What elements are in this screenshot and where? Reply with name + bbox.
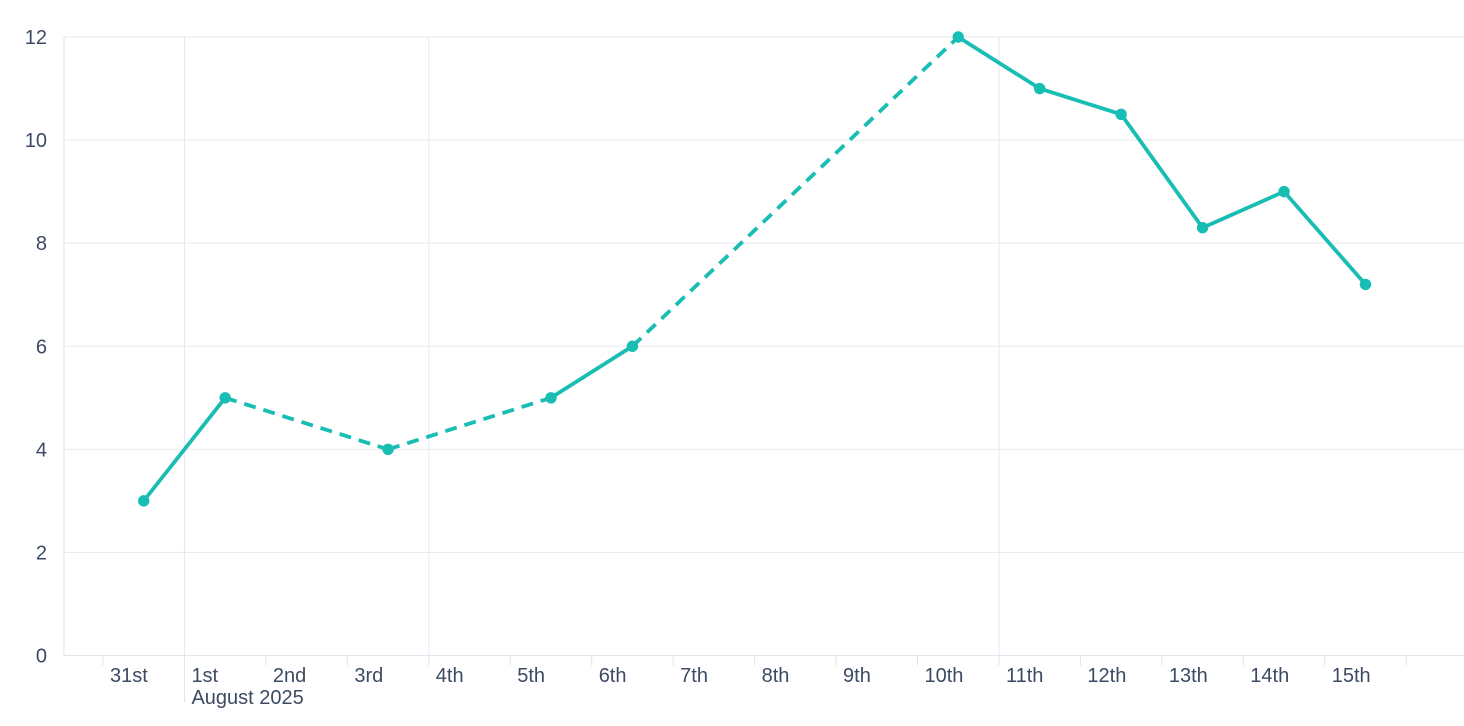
series-segment-dashed-6th-10th: [631, 35, 960, 348]
series-segment-solid-11th-12th: [1039, 86, 1122, 117]
series-segment-dashed-3rd-5th: [387, 395, 552, 452]
series-segment-solid-14th-15th: [1282, 190, 1367, 286]
x-tick-label-11th: 11th: [1006, 665, 1043, 687]
y-tick-label-4: 4: [36, 439, 47, 461]
data-point-marker-31st[interactable]: [138, 495, 150, 507]
y-tick-label-2: 2: [36, 542, 47, 564]
x-tick-label-2nd: 2nd: [273, 665, 306, 687]
series-segment-solid-12th-13th: [1119, 113, 1205, 229]
x-tick-label-13th: 13th: [1169, 665, 1208, 687]
x-tick-label-6th: 6th: [599, 665, 627, 687]
data-point-marker-3rd[interactable]: [382, 443, 394, 456]
data-point-marker-5th[interactable]: [545, 392, 557, 404]
x-tick-label-1st: 1st: [191, 665, 218, 687]
x-tick-label-7th: 7th: [680, 665, 708, 687]
data-point-marker-11th[interactable]: [1033, 82, 1046, 95]
x-tick-label-12th: 12th: [1087, 665, 1126, 687]
x-axis-month-label: August 2025: [191, 687, 303, 709]
data-point-marker-6th[interactable]: [626, 340, 639, 352]
series-segment-dashed-1st-3rd: [224, 395, 389, 452]
x-tick-label-15th: 15th: [1332, 665, 1371, 687]
series-segment-solid-31st-1st: [142, 396, 227, 503]
x-tick-label-3rd: 3rd: [354, 665, 383, 687]
y-tick-label-10: 10: [25, 130, 47, 152]
y-tick-label-6: 6: [36, 336, 47, 358]
data-point-marker-10th[interactable]: [952, 31, 964, 43]
x-tick-label-4th: 4th: [436, 665, 464, 687]
y-tick-label-12: 12: [25, 27, 47, 49]
x-tick-label-10th: 10th: [925, 665, 964, 687]
x-tick-label-5th: 5th: [517, 665, 545, 687]
data-point-marker-12th[interactable]: [1115, 108, 1127, 121]
series-segment-solid-10th-11th: [957, 35, 1041, 91]
x-tick-label-9th: 9th: [843, 665, 871, 687]
series-segment-solid-5th-6th: [549, 344, 634, 400]
x-tick-label-8th: 8th: [762, 665, 790, 687]
data-point-marker-1st[interactable]: [219, 392, 231, 404]
x-tick-label-31st: 31st: [110, 665, 148, 687]
series-segment-solid-13th-14th: [1201, 189, 1285, 230]
data-point-marker-14th[interactable]: [1278, 185, 1290, 198]
y-tick-label-8: 8: [36, 233, 47, 255]
y-tick-label-0: 0: [36, 646, 47, 668]
data-point-marker-13th[interactable]: [1196, 222, 1209, 234]
x-tick-label-14th: 14th: [1250, 665, 1289, 687]
data-point-marker-15th[interactable]: [1359, 278, 1372, 291]
